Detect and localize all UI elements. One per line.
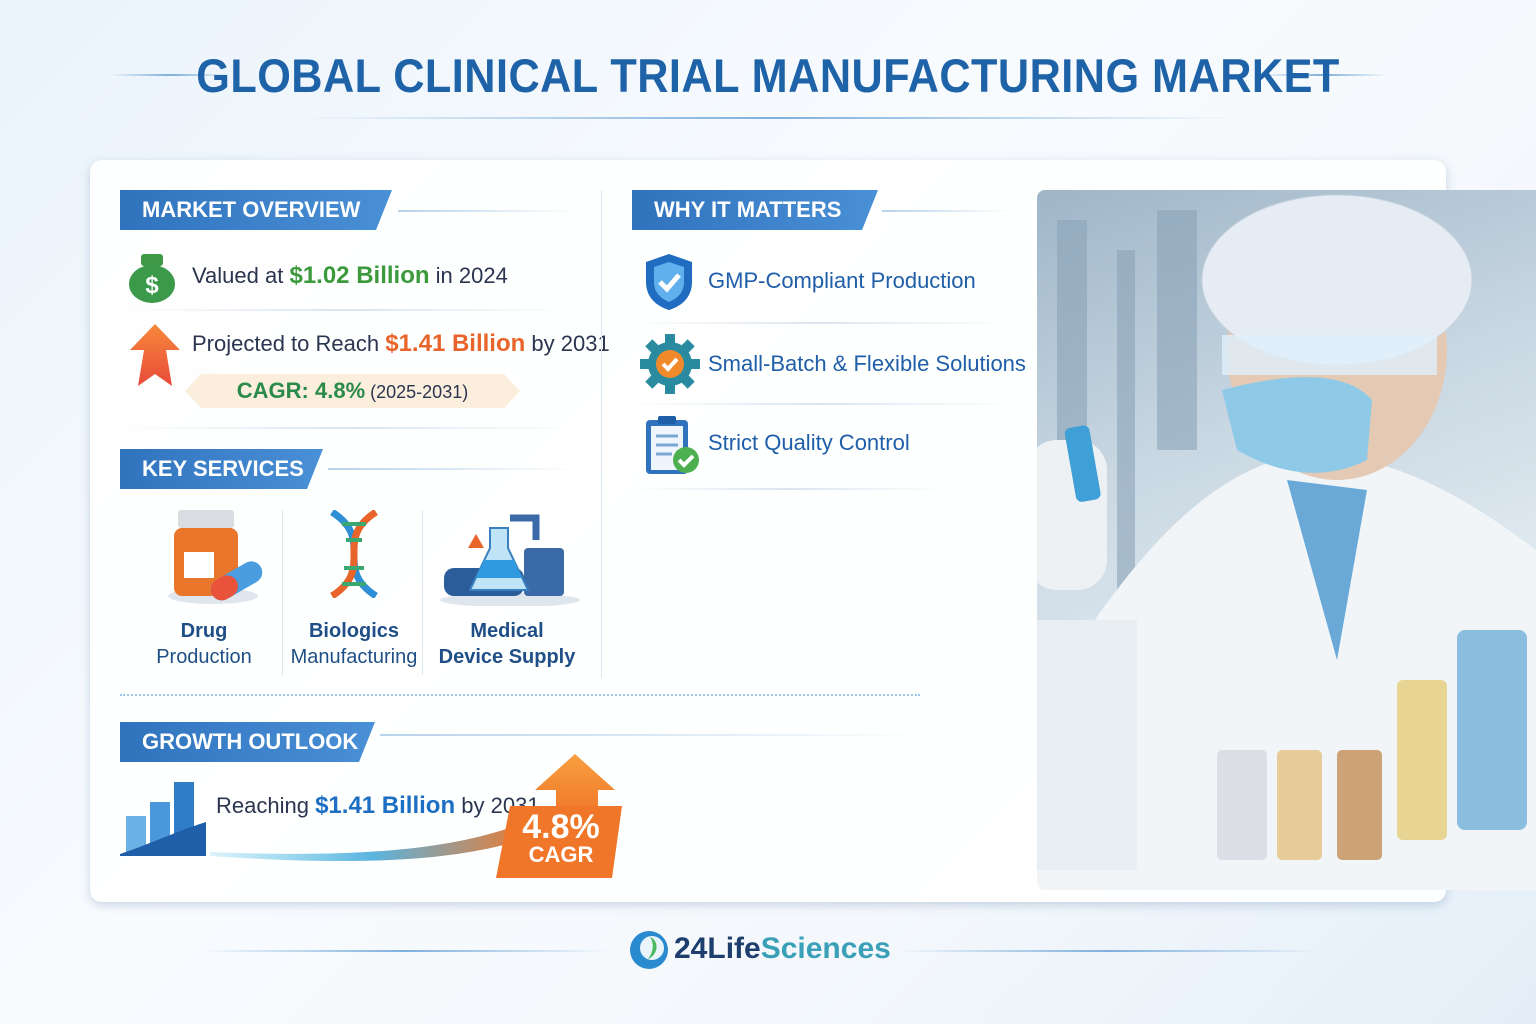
badge-label: CAGR <box>528 842 594 867</box>
service-label: Drug <box>180 620 228 642</box>
footer-rule-left <box>200 950 610 952</box>
key-services-header: KEY SERVICES <box>120 449 323 489</box>
title-underline <box>300 117 1240 119</box>
logo-text-part2: Sciences <box>760 932 891 965</box>
why-item-quality-control: Strict Quality Control <box>708 430 910 456</box>
cagr-period: (2025-2031) <box>370 382 469 402</box>
projected-row: Projected to Reach $1.41 Billion by 2031 <box>192 330 610 358</box>
projected-prefix: Projected to Reach <box>192 331 380 356</box>
divider <box>282 510 283 675</box>
why-item-label: Small-Batch & Flexible Solutions <box>708 351 1026 376</box>
badge-value: 4.8% <box>522 808 600 846</box>
logo-text-part1: 24Life <box>674 932 761 965</box>
bar-chart-icon <box>120 782 206 856</box>
column-divider <box>601 190 602 678</box>
page-title: GLOBAL CLINICAL TRIAL MANUFACTURING MARK… <box>196 49 1340 102</box>
header-rule <box>398 210 578 212</box>
why-it-matters-header: WHY IT MATTERS <box>632 190 878 230</box>
why-item-label: GMP-Compliant Production <box>708 268 976 293</box>
projected-suffix: by 2031 <box>531 331 610 356</box>
cagr-value: CAGR: 4.8% <box>236 378 366 403</box>
service-medical-device-supply: Medical Device Supply <box>432 618 582 670</box>
growth-outlook-header: GROWTH OUTLOOK <box>120 722 375 762</box>
valued-suffix: in 2024 <box>435 263 508 288</box>
up-arrow-icon <box>130 324 180 386</box>
valued-amount: $1.02 Billion <box>289 262 430 289</box>
growth-arrow-icon <box>210 754 622 878</box>
growth-prefix: Reaching <box>216 793 309 818</box>
market-overview-header: MARKET OVERVIEW <box>120 190 392 230</box>
divider <box>422 510 423 675</box>
divider <box>628 403 1013 405</box>
service-label: Manufacturing <box>290 646 418 668</box>
service-label: Production <box>156 646 252 668</box>
cagr-growth-badge: 4.8% CAGR <box>498 810 624 866</box>
cagr-badge: CAGR: 4.8% (2025-2031) <box>185 374 520 408</box>
header-rule <box>380 734 920 736</box>
title-rule-right <box>1258 74 1388 76</box>
service-label: Medical <box>470 620 544 642</box>
divider <box>628 322 1013 324</box>
scientist-photo <box>1037 190 1536 890</box>
money-bag-icon: $ <box>129 254 175 303</box>
why-item-gmp: GMP-Compliant Production <box>708 268 976 294</box>
lab-equipment-icon <box>440 514 580 606</box>
why-item-small-batch: Small-Batch & Flexible Solutions <box>708 351 1026 377</box>
dotted-divider <box>120 694 920 696</box>
divider <box>125 427 580 429</box>
valued-prefix: Valued at <box>192 263 284 288</box>
gear-check-icon <box>640 334 700 394</box>
growth-reaching-row: Reaching $1.41 Billion by 2031 <box>216 792 540 820</box>
projected-amount: $1.41 Billion <box>385 330 526 357</box>
svg-text:$: $ <box>145 272 159 299</box>
clipboard-check-icon <box>646 416 699 474</box>
dna-icon <box>330 510 378 598</box>
shield-check-icon <box>646 254 692 310</box>
growth-amount: $1.41 Billion <box>315 792 456 819</box>
divider <box>125 309 575 311</box>
why-item-label: Strict Quality Control <box>708 430 910 455</box>
brand-logo: 24LifeSciences <box>674 932 891 966</box>
header-rule <box>328 468 578 470</box>
service-biologics-manufacturing: Biologics Manufacturing <box>285 618 423 670</box>
scientist-illustration <box>1037 194 1536 890</box>
header-rule <box>882 210 1010 212</box>
service-label: Device Supply <box>438 646 576 668</box>
divider <box>628 488 948 490</box>
service-label: Biologics <box>308 620 399 642</box>
footer-rule-right <box>898 950 1318 952</box>
valued-row: Valued at $1.02 Billion in 2024 <box>192 262 508 290</box>
pill-bottle-icon <box>168 510 263 604</box>
service-drug-production: Drug Production <box>140 618 268 670</box>
title-rule-left <box>110 74 230 76</box>
logo-icon <box>630 931 668 969</box>
